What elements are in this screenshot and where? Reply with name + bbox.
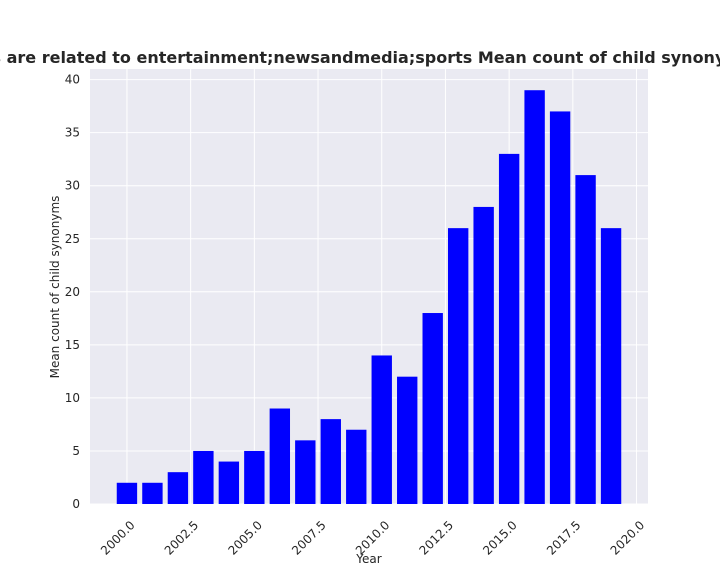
- bar-2003: [193, 450, 214, 504]
- bar-2013: [447, 228, 469, 504]
- x-tick-label: 2020.0: [608, 518, 648, 558]
- y-tick-labels: 0 5 10 15 20 25 30 35 40: [65, 73, 80, 511]
- bar-2017: [549, 111, 571, 504]
- y-tick-label: 5: [72, 444, 80, 458]
- x-axis-label: Year: [355, 552, 381, 566]
- bar-2002: [167, 472, 189, 504]
- bar-2006: [269, 408, 291, 504]
- x-tick-label: 2017.5: [544, 518, 584, 558]
- x-tick-label: 2000.0: [98, 518, 138, 558]
- y-tick-label: 35: [65, 126, 80, 140]
- bars: [116, 90, 622, 505]
- y-tick-label: 25: [65, 232, 80, 246]
- bar-2009: [346, 429, 367, 504]
- bar-2019: [600, 228, 622, 504]
- y-axis-label: Mean count of child synonyms: [48, 196, 62, 379]
- bar-2016: [524, 90, 545, 504]
- bar-2014: [473, 206, 494, 505]
- bar-2001: [142, 482, 163, 504]
- bar-2012: [422, 313, 443, 504]
- x-tick-label: 2007.5: [289, 518, 329, 558]
- y-tick-label: 15: [65, 338, 80, 352]
- y-tick-label: 0: [72, 497, 80, 511]
- y-tick-label: 40: [65, 73, 80, 87]
- x-tick-label: 2015.0: [480, 518, 520, 558]
- x-tick-label: 2002.5: [162, 518, 202, 558]
- bar-2008: [320, 419, 341, 504]
- bar-2005: [244, 450, 265, 504]
- bar-2010: [371, 355, 392, 504]
- y-tick-label: 30: [65, 179, 80, 193]
- bar-2015: [498, 153, 520, 504]
- bar-2007: [295, 440, 316, 504]
- bar-2004: [218, 461, 240, 504]
- x-tick-label: 2005.0: [225, 518, 265, 558]
- y-tick-label: 20: [65, 285, 80, 299]
- bar-2000: [116, 482, 138, 504]
- bar-2011: [397, 376, 418, 504]
- chart-title: Websites that their categories are relat…: [0, 48, 720, 67]
- bar-2018: [575, 175, 596, 504]
- x-tick-label: 2012.5: [417, 518, 457, 558]
- y-tick-label: 10: [65, 391, 80, 405]
